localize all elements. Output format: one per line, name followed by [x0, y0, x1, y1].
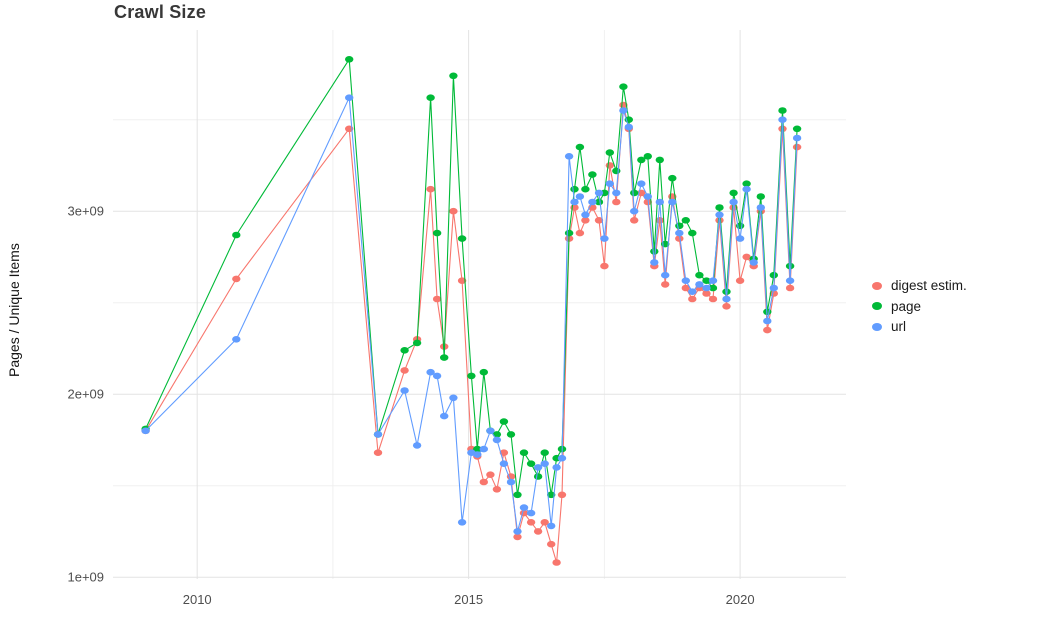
legend-label: digest estim.	[891, 278, 967, 293]
legend-item-page: page	[872, 298, 967, 314]
chart-title: Crawl Size	[114, 2, 207, 22]
grid-major	[113, 30, 846, 579]
legend-dot	[872, 302, 882, 311]
legend-item-digest-estim: digest estim.	[872, 279, 967, 293]
y-tick-label: 3e+09	[67, 204, 104, 219]
x-tick-label: 2010	[183, 592, 212, 607]
series-digest-estim	[141, 101, 802, 566]
legend-dot	[872, 281, 882, 290]
y-tick-label: 1e+09	[67, 570, 104, 585]
y-tick-label: 2e+09	[67, 387, 104, 402]
legend: digest estim. page url	[872, 279, 967, 334]
legend-label: url	[891, 319, 907, 334]
legend-label: page	[891, 298, 922, 314]
legend-item-url: url	[872, 320, 967, 334]
x-tick-label: 2015	[454, 592, 483, 607]
series-page	[141, 56, 802, 499]
legend-dot	[872, 322, 882, 331]
x-tick-label: 2020	[726, 592, 755, 607]
y-axis-label: Pages / Unique Items	[6, 243, 22, 377]
axis-tick-labels: 1e+09 2e+09 3e+09 2010 2015 2020	[67, 204, 754, 607]
series-url	[141, 94, 802, 535]
grid-minor	[113, 30, 846, 579]
